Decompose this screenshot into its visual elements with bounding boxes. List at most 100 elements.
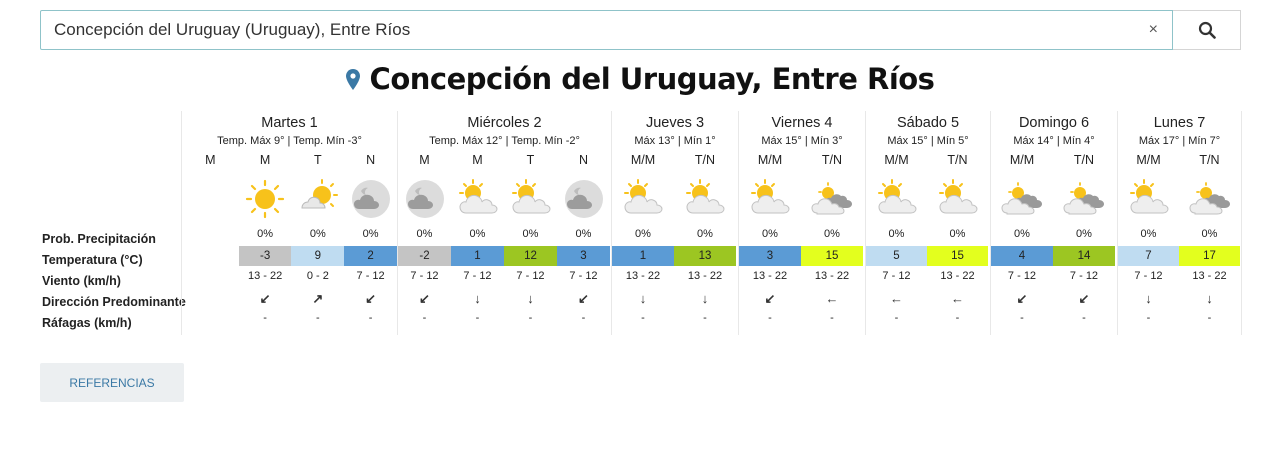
precip-probability: 0% [1076,228,1092,240]
period-label: M [472,153,483,167]
day-column: Sábado 5 Máx 15° | Mín 5° M/M 0% 5 7 - 12 ← - T/… [865,111,990,335]
search-input[interactable] [41,11,1172,49]
wind-direction-arrow-icon: ← [951,291,964,306]
periods: M/M 0% 3 13 - 22 ↙ - T/N 0% 15 13 - 22 ← - [739,153,865,329]
wind-direction-arrow-icon: ↓ [474,291,481,306]
period-column: M/M 0% 7 7 - 12 ↓ - [1118,153,1179,329]
partly-cloudy-icon [458,179,498,214]
temperature-cell: 9 [291,246,345,266]
label-precipitation: Prob. Precipitación [42,232,156,246]
period-column: M 0% 1 7 - 12 ↓ - [451,153,504,329]
period-column: M/M 0% 5 7 - 12 ← - [866,153,927,329]
precip-probability: 0% [949,228,966,240]
temperature-cell: 3 [557,246,610,266]
partly-cloudy-icon [1129,179,1169,214]
cloudy-night-icon [351,180,390,218]
period-column: T/N 0% 14 7 - 12 ↙ - [1053,153,1115,329]
wind-gusts: - [368,312,373,324]
wind-speed: 7 - 12 [516,270,545,282]
precip-probability: 0% [309,228,326,240]
wind-gusts: - [768,312,772,324]
precip-probability: 0% [1140,228,1157,240]
temperature-cell: 15 [801,246,863,266]
period-label: M [419,153,430,167]
sun-icon [246,179,285,219]
temperature-cell: 1 [451,246,504,266]
period-column: N 0% 3 7 - 12 ↙ - [557,153,610,329]
period-column: M/M 0% 3 13 - 22 ↙ - [739,153,801,329]
period-label: T/N [947,153,968,167]
wind-speed: 7 - 12 [1134,270,1163,282]
partly-cloudy-icon [686,179,725,214]
day-temp-range: Máx 15° | Mín 3° [761,135,843,147]
wind-direction-arrow-icon: ↙ [764,291,776,306]
precip-probability: 0% [824,228,840,240]
day-column: Martes 1 Temp. Máx 9° | Temp. Mín -3° M M 0%… [181,111,397,335]
period-label: T [314,153,322,167]
wind-gusts: - [316,312,320,324]
precip-probability: 0% [416,228,433,240]
wind-direction-arrow-icon: ↙ [365,291,377,306]
wind-speed: 7 - 12 [463,270,492,282]
mostly-cloudy-icon [1063,182,1104,215]
temperature-cell: -3 [238,246,292,266]
day-temp-range: Máx 14° | Mín 4° [1013,135,1095,147]
references-button[interactable]: REFERENCIAS [40,363,184,402]
wind-speed: 13 - 22 [625,270,661,282]
day-temp-range: Máx 13° | Mín 1° [634,135,716,147]
period-column: M [182,153,239,329]
period-column: M/M 0% 1 13 - 22 ↓ - [612,153,674,329]
wind-gusts: - [1020,312,1024,324]
empty-icon [186,175,234,223]
wind-direction-arrow-icon: ↙ [1016,291,1028,306]
day-name: Lunes 7 [1153,115,1206,131]
period-label: N [578,153,589,167]
temperature-cell: 4 [991,246,1053,266]
temperature-cell: 15 [927,246,988,266]
period-label: M/M [1009,153,1035,167]
search-icon [1198,21,1216,39]
label-wind: Viento (km/h) [42,274,121,288]
row-labels: Prob. Precipitación Temperatura (°C) Vie… [42,230,186,335]
precip-probability: 0% [888,228,905,240]
partly-cloudy-icon [511,179,551,214]
day-temp-range: Temp. Máx 12° | Temp. Mín -2° [429,135,580,147]
period-column: T/N 0% 17 13 - 22 ↓ - [1179,153,1240,329]
wind-speed: 13 - 22 [687,270,723,282]
period-column: T 0% 12 7 - 12 ↓ - [504,153,557,329]
wind-speed: 7 - 12 [410,270,439,282]
temperature-cell: 14 [1053,246,1115,266]
partly-cloudy-icon [751,179,790,214]
wind-direction-arrow-icon: ↙ [419,291,430,306]
temperature-cell: 12 [504,246,557,266]
wind-gusts: - [830,312,834,324]
cloudy-night-icon [564,180,603,218]
wind-direction-arrow-icon: ↓ [1206,291,1213,306]
wind-gusts: - [641,312,645,324]
label-direction: Dirección Predominante [42,295,186,309]
precip-probability: 0% [522,228,539,240]
day-name: Jueves 3 [645,115,705,131]
day-name: Viernes 4 [771,115,833,131]
period-column: T/N 0% 15 13 - 22 ← - [927,153,988,329]
wind-speed: 7 - 12 [882,270,911,282]
period-column: T/N 0% 15 13 - 22 ← - [801,153,863,329]
partly-sunny-icon [301,179,338,209]
wind-direction-arrow-icon: ← [825,291,839,306]
day-name: Miércoles 2 [467,115,542,131]
temperature-cell: 5 [866,246,927,266]
wind-speed: 7 - 12 [356,270,385,282]
label-gusts: Ráfagas (km/h) [42,316,132,330]
wind-speed: 13 - 22 [1192,270,1227,282]
search-button[interactable] [1173,10,1241,50]
wind-speed: 0 - 2 [306,270,329,282]
wind-direction-arrow-icon: ↙ [1078,291,1090,306]
period-label: T/N [1199,153,1220,167]
wind-speed: 13 - 22 [940,270,975,282]
wind-speed: 7 - 12 [569,270,598,282]
precip-probability: 0% [257,228,274,240]
search-bar: × [40,10,1241,50]
clear-icon[interactable]: × [1148,21,1158,38]
wind-direction-arrow-icon: ↓ [1145,291,1152,306]
temperature-cell: 1 [612,246,674,266]
